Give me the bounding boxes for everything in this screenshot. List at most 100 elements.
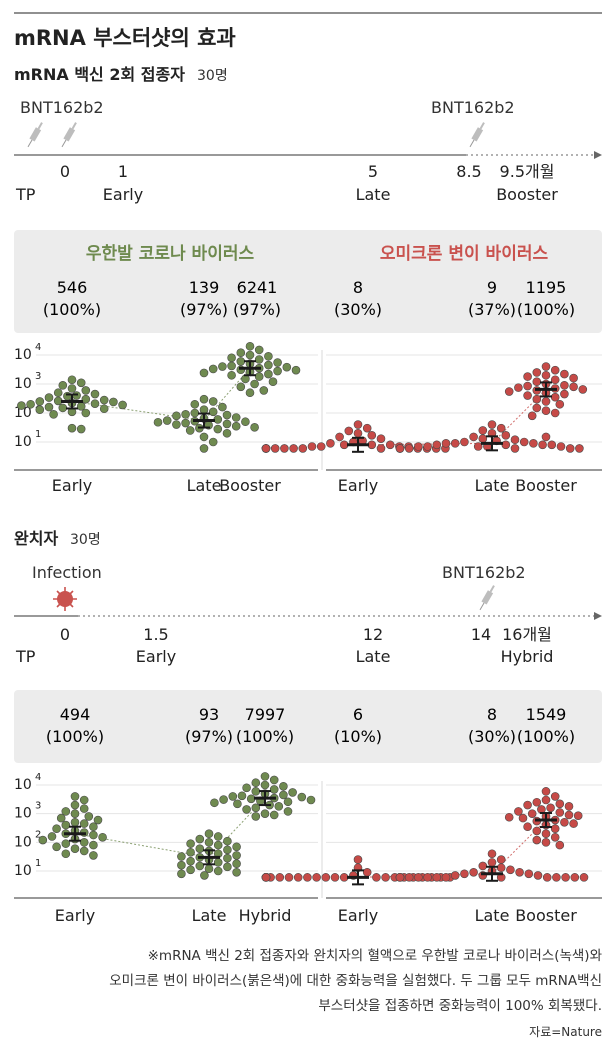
group2-timeline: Infection BNT162b2 0 1.5 12 14 16개월 TP E… xyxy=(14,563,602,666)
data-point xyxy=(208,397,218,406)
data-point xyxy=(89,822,98,832)
data-point xyxy=(186,856,195,866)
data-point xyxy=(245,341,255,351)
timeline-arrow xyxy=(594,612,602,620)
y-tick-label: 10 xyxy=(14,834,32,850)
data-point xyxy=(423,442,432,451)
data-point xyxy=(61,839,71,848)
data-point xyxy=(578,385,588,394)
data-point xyxy=(213,832,223,841)
data-point xyxy=(245,350,255,360)
summary-value: 139 xyxy=(189,278,220,297)
data-point xyxy=(555,840,565,850)
data-point xyxy=(70,792,80,801)
data-point xyxy=(282,362,292,372)
syringe-icon xyxy=(61,122,77,148)
data-point xyxy=(478,861,488,871)
timeline-tick: 9.5개월 xyxy=(500,162,555,181)
data-point xyxy=(210,798,219,808)
data-point xyxy=(538,440,547,450)
y-tick-exponent: 1 xyxy=(35,429,41,440)
timeline-label-bnt-2: BNT162b2 xyxy=(431,98,515,117)
data-point xyxy=(228,792,238,801)
data-point xyxy=(330,873,340,882)
y-tick-label: 10 xyxy=(14,806,32,822)
omicron-header: 오미크론 변이 바이러스 xyxy=(380,244,549,264)
summary-pct: (100%) xyxy=(46,727,104,746)
data-point xyxy=(52,824,61,833)
data-point xyxy=(496,863,506,873)
data-point xyxy=(70,809,80,818)
data-point xyxy=(579,873,589,882)
data-point xyxy=(81,386,91,395)
data-point xyxy=(81,408,91,418)
data-point xyxy=(546,803,555,813)
data-point xyxy=(227,361,236,371)
data-point xyxy=(570,873,580,882)
data-point xyxy=(250,379,259,389)
summary-pct: (100%) xyxy=(517,300,575,319)
data-point xyxy=(473,442,483,451)
data-point xyxy=(362,868,372,877)
y-tick-exponent: 3 xyxy=(35,801,41,812)
data-point xyxy=(251,803,261,813)
x-category-label: Early xyxy=(55,906,95,925)
data-point xyxy=(89,851,98,860)
y-tick-exponent: 2 xyxy=(35,829,41,840)
footnote-line: ※mRNA 백신 2회 접종자와 완치자의 혈액으로 우한발 코로나 바이러스(… xyxy=(148,948,602,964)
data-point xyxy=(232,868,241,877)
data-point xyxy=(219,795,228,804)
x-category-label: Booster xyxy=(219,476,281,495)
data-point xyxy=(44,393,54,402)
data-point xyxy=(79,846,89,856)
data-point xyxy=(307,442,317,451)
data-point xyxy=(186,839,195,848)
data-point xyxy=(573,811,583,820)
data-point xyxy=(185,426,195,435)
data-point xyxy=(260,772,270,781)
data-point xyxy=(79,795,89,805)
tp-name: Late xyxy=(356,185,391,204)
summary-value: 8 xyxy=(487,705,497,724)
y-tick-exponent: 3 xyxy=(35,371,41,382)
data-point xyxy=(533,871,543,880)
data-point xyxy=(93,815,103,825)
data-point xyxy=(81,394,91,404)
data-point xyxy=(72,391,81,400)
data-point xyxy=(569,382,578,392)
data-point xyxy=(67,423,77,433)
summary-pct: (100%) xyxy=(43,300,101,319)
data-point xyxy=(199,432,209,442)
data-point xyxy=(460,437,469,447)
data-point xyxy=(291,365,301,375)
data-point xyxy=(381,873,390,882)
data-point xyxy=(79,838,89,847)
data-point xyxy=(118,400,127,410)
data-point xyxy=(564,802,574,811)
data-point xyxy=(199,394,209,404)
data-point xyxy=(223,853,232,863)
data-point xyxy=(218,362,227,371)
data-point xyxy=(279,790,288,800)
data-point xyxy=(556,442,566,451)
data-point xyxy=(204,838,214,847)
data-point xyxy=(195,844,205,853)
data-point xyxy=(89,830,98,840)
data-point xyxy=(63,391,72,401)
data-point xyxy=(199,368,209,378)
summary-value: 546 xyxy=(57,278,88,297)
data-point xyxy=(44,402,54,412)
data-point xyxy=(222,410,232,420)
data-point xyxy=(569,819,578,828)
timeline-tick: 5 xyxy=(368,162,378,181)
timeline-tick: 1.5 xyxy=(143,625,168,644)
timeline-tick: 8.5 xyxy=(456,162,481,181)
data-point xyxy=(79,819,89,828)
summary-value: 1195 xyxy=(526,278,567,297)
data-point xyxy=(231,413,241,422)
tp-name: Early xyxy=(103,185,143,204)
data-point xyxy=(552,873,561,882)
data-point xyxy=(487,849,497,859)
data-point xyxy=(172,411,181,421)
